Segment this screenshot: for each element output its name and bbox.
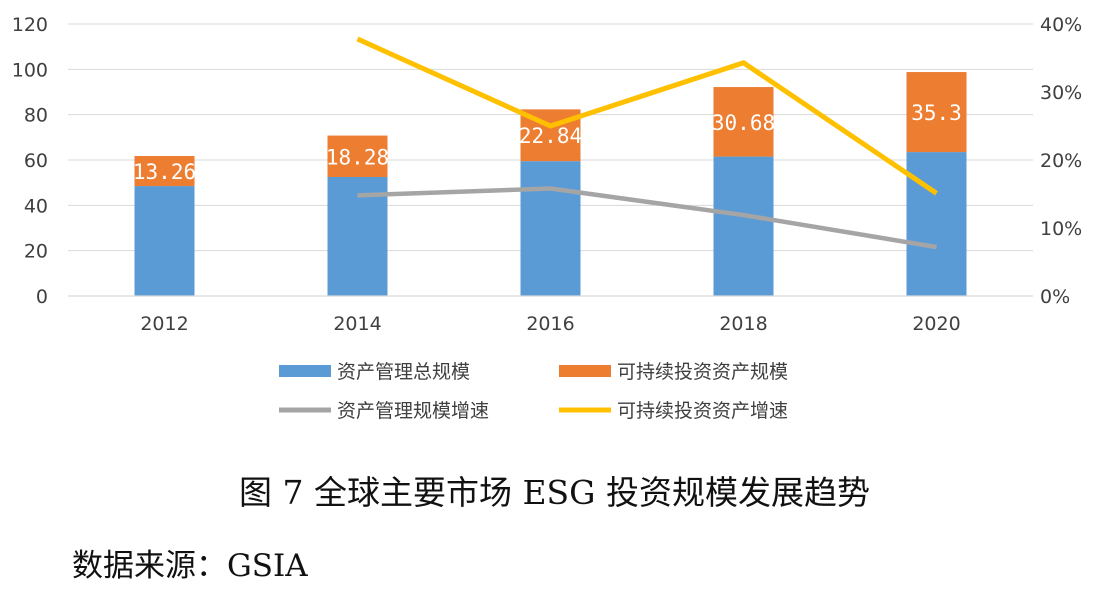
data-label: 30.68 xyxy=(712,111,775,135)
y2-tick-label: 40% xyxy=(1040,14,1082,36)
bar-sustainable xyxy=(713,87,774,157)
legend-label: 资产管理总规模 xyxy=(337,361,470,383)
legend-label: 资产管理规模增速 xyxy=(337,400,489,422)
bar-asset-total xyxy=(713,156,774,296)
bar-asset-total xyxy=(906,152,967,296)
y-tick-label: 40 xyxy=(24,195,48,217)
y2-tick-label: 10% xyxy=(1040,218,1082,240)
y-tick-label: 120 xyxy=(12,14,48,36)
x-tick-label: 2014 xyxy=(333,313,381,335)
bar-asset-total xyxy=(520,161,581,296)
bar-asset-total xyxy=(134,186,195,296)
legend-label: 可持续投资资产增速 xyxy=(617,400,788,422)
y-tick-label: 0 xyxy=(36,286,48,308)
y-tick-label: 80 xyxy=(24,105,48,127)
data-label: 18.28 xyxy=(326,145,389,169)
x-tick-label: 2020 xyxy=(912,313,960,335)
y2-tick-label: 0% xyxy=(1040,286,1070,308)
line-asset-growth xyxy=(357,186,937,250)
y-tick-label: 60 xyxy=(24,150,48,172)
y2-tick-label: 20% xyxy=(1040,150,1082,172)
data-source: 数据来源：GSIA xyxy=(72,548,308,584)
bar-sustainable xyxy=(906,72,967,153)
legend-label: 可持续投资资产规模 xyxy=(617,361,788,383)
bars xyxy=(68,72,1033,297)
data-label: 35.3 xyxy=(911,101,962,125)
y2-axis-ticks: 0% 10% 20% 30% 40% xyxy=(1040,14,1082,308)
lines xyxy=(356,36,938,250)
line-sustainable-growth xyxy=(356,36,938,196)
bar-sustainable xyxy=(327,135,388,177)
x-tick-label: 2018 xyxy=(719,313,767,335)
y2-tick-label: 30% xyxy=(1040,82,1082,104)
legend-swatch xyxy=(559,365,611,377)
bar-sustainable xyxy=(134,156,195,187)
legend-swatch xyxy=(279,365,331,377)
y-tick-label: 100 xyxy=(12,59,48,81)
data-label: 13.26 xyxy=(133,160,196,184)
y-tick-label: 20 xyxy=(24,241,48,263)
x-tick-label: 2012 xyxy=(140,313,188,335)
y-axis-ticks: 0 20 40 60 80 100 120 xyxy=(12,14,48,308)
figure-caption: 图 7 全球主要市场 ESG 投资规模发展趋势 xyxy=(238,473,870,512)
x-axis-ticks: 2012 2014 2016 2018 2020 xyxy=(140,313,960,335)
x-tick-label: 2016 xyxy=(526,313,574,335)
